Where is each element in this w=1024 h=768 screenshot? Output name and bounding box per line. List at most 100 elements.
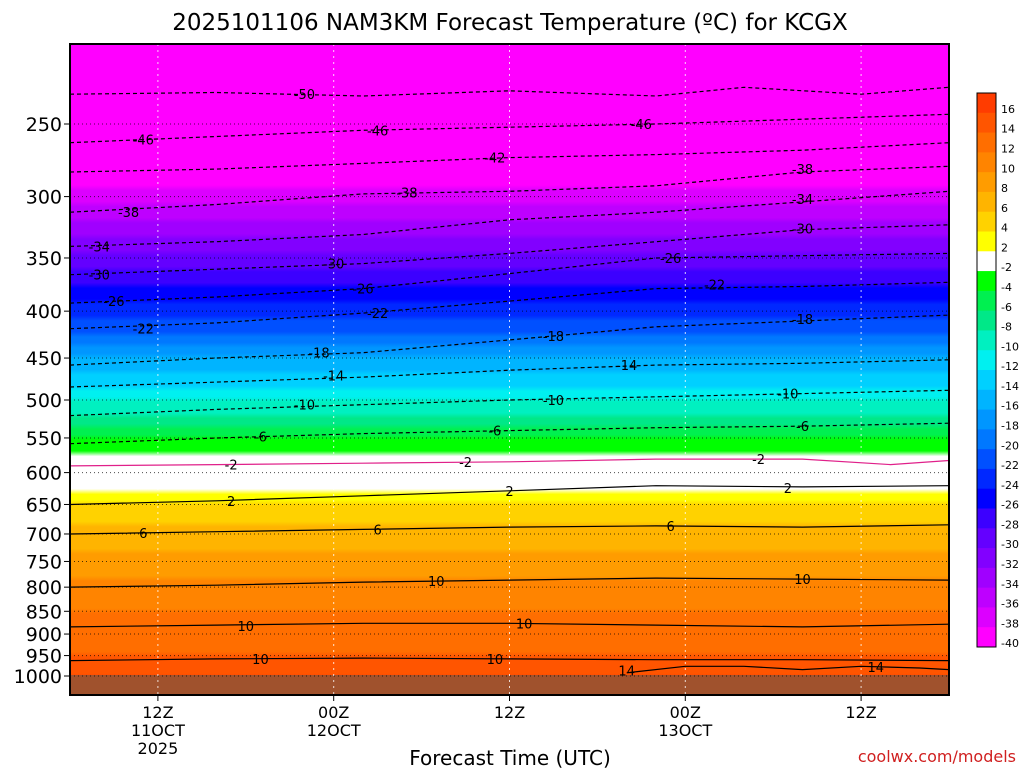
colorbar-label-11: -8 xyxy=(1001,321,1012,334)
colorbar-label-8: -2 xyxy=(1001,261,1012,274)
contour-label-15-1: 10 xyxy=(794,573,811,588)
y-tick-label-650: 650 xyxy=(26,494,62,516)
colorbar-label-6: 4 xyxy=(1001,222,1008,235)
colorbar-label-5: 6 xyxy=(1001,202,1008,215)
x-axis-label: Forecast Time (UTC) xyxy=(409,746,611,768)
colorbar-label-27: -40 xyxy=(1001,637,1019,650)
y-tick-label-550: 550 xyxy=(26,428,62,450)
contour-line-14 xyxy=(70,524,949,535)
colorbar-swatch-16 xyxy=(977,409,996,430)
colorbar-swatch-15 xyxy=(977,389,996,411)
contour-label-13-1: 2 xyxy=(505,485,513,500)
contour-label-4-0: -34 xyxy=(89,240,110,255)
colorbar-swatch-13 xyxy=(977,350,996,371)
contour-label-2-0: -42 xyxy=(484,152,505,167)
x-tick-label-6-2: 11OCT xyxy=(131,721,185,740)
contour-line-17 xyxy=(70,657,949,662)
contour-label-10-1: -10 xyxy=(543,394,564,409)
contour-label-17-0: 10 xyxy=(252,653,269,668)
colorbar-swatch-4 xyxy=(977,172,996,193)
y-tick-label-450: 450 xyxy=(26,348,62,370)
contour-label-3-2: -38 xyxy=(792,163,813,178)
contour-label-9-0: -14 xyxy=(323,369,344,384)
y-tick-label-1000: 1000 xyxy=(14,666,62,688)
contour-label-7-1: -22 xyxy=(367,307,388,322)
chart-title: 2025101106 NAM3KM Forecast Temperature (… xyxy=(172,10,848,36)
colorbar-label-17: -20 xyxy=(1001,439,1019,452)
contour-label-14-2: 6 xyxy=(667,520,675,535)
contour-label-14-1: 6 xyxy=(374,523,382,538)
credit-text: coolwx.com/models xyxy=(858,747,1016,766)
y-tick-label-900: 900 xyxy=(26,624,62,646)
contour-label-9-1: -14 xyxy=(616,359,637,374)
x-tick-label-42-1: 00Z xyxy=(670,703,701,722)
y-tick-label-950: 950 xyxy=(26,646,62,668)
contour-label-16-0: 10 xyxy=(238,620,255,635)
contour-label-12-2: -2 xyxy=(752,453,765,468)
x-tick-label-18-2: 12OCT xyxy=(307,721,361,740)
contour-label-18-1: 14 xyxy=(867,661,884,676)
contour-label-13-2: 2 xyxy=(784,482,792,497)
colorbar-frame xyxy=(976,92,997,648)
colorbar-label-18: -22 xyxy=(1001,459,1019,472)
colorbar-swatch-10 xyxy=(977,290,996,312)
contour-line-18 xyxy=(626,665,949,674)
colorbar-swatch-12 xyxy=(977,330,996,351)
colorbar-label-1: 14 xyxy=(1001,123,1015,136)
contour-label-3-1: -38 xyxy=(396,187,417,202)
x-tick-label-18-1: 00Z xyxy=(318,703,349,722)
colorbar-label-24: -34 xyxy=(1001,578,1019,591)
colorbar-label-23: -32 xyxy=(1001,558,1019,571)
plot-area: -50-46-46 -46-42-38-38-38-34-34-30-30-30-… xyxy=(70,44,949,695)
colorbar-swatch-27 xyxy=(977,627,996,648)
colorbar-swatch-9 xyxy=(977,271,996,292)
colorbar-label-22: -30 xyxy=(1001,538,1019,551)
colorbar-label-20: -26 xyxy=(1001,499,1019,512)
contour-label-4-1: -34 xyxy=(792,193,813,208)
contour-label-14-0: 6 xyxy=(139,527,147,542)
contour-label-7-0: -22 xyxy=(133,323,154,338)
colorbar-label-15: -16 xyxy=(1001,400,1019,413)
contour-label-16-1: 10 xyxy=(516,617,533,632)
contour-label-11-0: -6 xyxy=(254,431,267,446)
colorbar-swatch-6 xyxy=(977,211,996,232)
colorbar-swatch-20 xyxy=(977,488,996,509)
colorbar-label-0: 16 xyxy=(1001,103,1015,116)
colorbar-swatch-17 xyxy=(977,429,996,450)
y-tick-label-800: 800 xyxy=(26,577,62,599)
y-tick-label-750: 750 xyxy=(26,551,62,573)
contour-label-6-1: -26 xyxy=(352,283,373,298)
colorbar-label-10: -6 xyxy=(1001,301,1012,314)
x-tick-label-6-3: 2025 xyxy=(138,739,179,758)
x-tick-label-42-2: 13OCT xyxy=(658,721,712,740)
contour-label-17-1: 10 xyxy=(487,653,504,668)
colorbar-swatch-23 xyxy=(977,548,996,569)
colorbar-label-26: -38 xyxy=(1001,617,1019,630)
colorbar-label-9: -4 xyxy=(1001,281,1012,294)
contour-label-6-0: -26 xyxy=(103,295,124,310)
contour-label-1-0: -46 xyxy=(133,134,154,149)
ground-below-surface xyxy=(70,675,949,695)
colorbar: 16 14 12 10 8 6 4 2 -2 -4 -6 -8 -10 -12 -14 -16 -18 -20 -2… xyxy=(976,92,1019,650)
contour-label-8-1: -18 xyxy=(543,330,564,345)
x-tick-label-30-1: 12Z xyxy=(494,703,525,722)
contour-label-3-0: -38 xyxy=(118,206,139,221)
contour-label-1-2: -46 xyxy=(631,118,652,133)
contour-label-10-0: -10 xyxy=(294,399,315,414)
contour-label-18-0: 14 xyxy=(618,664,635,679)
y-tick-label-300: 300 xyxy=(26,187,62,209)
contour-label-8-0: -18 xyxy=(308,347,329,362)
contour-label-15-0: 10 xyxy=(428,575,445,590)
colorbar-swatch-3 xyxy=(977,152,996,173)
colorbar-swatch-0 xyxy=(977,93,996,114)
contour-label-5-0: -30 xyxy=(89,269,110,284)
colorbar-swatch-2 xyxy=(977,132,996,153)
colorbar-label-2: 12 xyxy=(1001,142,1015,155)
colorbar-label-4: 8 xyxy=(1001,182,1008,195)
y-tick-label-350: 350 xyxy=(26,248,62,270)
colorbar-swatch-26 xyxy=(977,607,996,628)
colorbar-swatch-21 xyxy=(977,508,996,529)
colorbar-label-25: -36 xyxy=(1001,598,1019,611)
colorbar-label-21: -28 xyxy=(1001,518,1019,531)
